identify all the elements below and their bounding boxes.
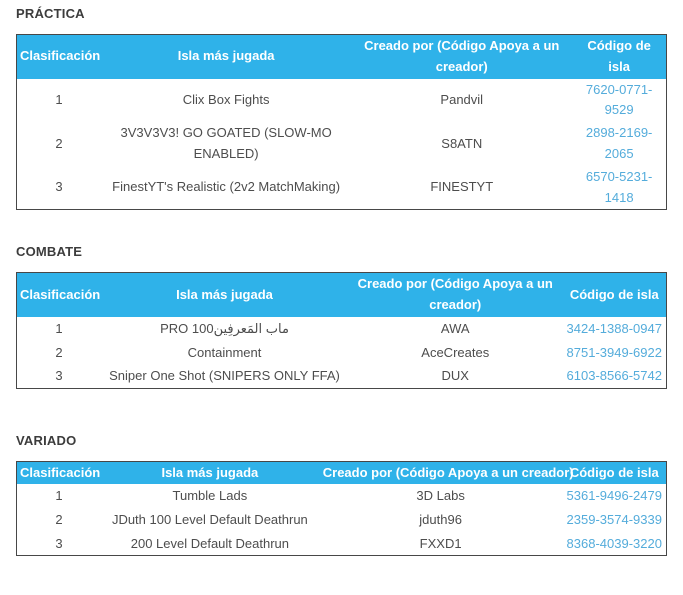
island-cell: 200 Level Default Deathrun [130, 535, 290, 551]
rank-cell: 1 [55, 320, 63, 336]
island-code-link[interactable]: 5361-9496-2479 [566, 488, 662, 504]
rank-cell: 1 [55, 488, 63, 504]
island-code-link[interactable]: 7620-0771-9529 [585, 81, 653, 118]
rank-cell: 2 [55, 511, 63, 527]
column-header-creador: Creado por (Código Apoya a un creador) [348, 272, 563, 317]
column-header-codigo: Código de isla [562, 272, 667, 317]
column-header-creador: Creado por (Código Apoya a un creador) [351, 34, 573, 79]
creator-cell: FXXD1 [419, 535, 462, 551]
table-row: 1 Tumble Lads 3D Labs 5361-9496-2479 [17, 484, 667, 508]
section-title-combate: COMBATE [16, 244, 83, 260]
column-header-clasificacion: Clasificación [16, 272, 101, 317]
creator-cell: DUX [441, 368, 469, 384]
rank-cell: 3 [55, 535, 63, 551]
table-row: 3 FinestYT's Realistic (2v2 MatchMaking)… [17, 166, 667, 210]
island-cell: PRO 100ماب المَعرفِين [160, 320, 289, 336]
table-header-row: Clasificación Isla más jugada Creado por… [16, 34, 667, 79]
section-spacer [16, 389, 667, 433]
rank-cell: 2 [55, 344, 63, 360]
island-code-link[interactable]: 2359-3574-9339 [566, 511, 662, 527]
column-header-codigo: Código de isla [562, 461, 667, 485]
variado-section: VARIADO Clasificación Isla más jugada Cr… [16, 432, 667, 557]
rank-cell: 1 [55, 91, 63, 107]
creator-cell: jduth96 [419, 511, 462, 527]
island-cell: 3V3V3V3! GO GOATED (SLOW-MO ENABLED) [120, 125, 332, 161]
creator-cell: S8ATN [441, 135, 483, 151]
column-header-clasificacion: Clasificación [16, 34, 101, 79]
island-cell: Containment [187, 344, 262, 360]
rank-cell: 3 [55, 179, 63, 195]
creator-cell: Pandvil [440, 91, 484, 107]
table-header-row: Clasificación Isla más jugada Creado por… [16, 272, 667, 317]
table-row: 2 Containment AceCreates 8751-3949-6922 [17, 341, 667, 365]
table-row: 3 Sniper One Shot (SNIPERS ONLY FFA) DUX… [17, 364, 667, 388]
island-code-link[interactable]: 8751-3949-6922 [566, 344, 662, 360]
column-header-isla: Isla más jugada [101, 461, 319, 485]
island-code-link[interactable]: 8368-4039-3220 [566, 535, 662, 551]
island-code-link[interactable]: 6103-8566-5742 [566, 368, 662, 384]
combate-section: COMBATE Clasificación Isla más jugada Cr… [16, 244, 667, 389]
combate-table: Clasificación Isla más jugada Creado por… [16, 272, 667, 389]
creator-cell: AceCreates [421, 344, 490, 360]
table-row: 2 JDuth 100 Level Default Deathrun jduth… [17, 508, 667, 532]
practica-section: PRÁCTICA Clasificación Isla más jugada C… [16, 6, 667, 211]
column-header-codigo: Código de isla [572, 34, 667, 79]
section-title-variado: VARIADO [16, 432, 77, 448]
column-header-isla: Isla más jugada [101, 272, 348, 317]
table-row: 3 200 Level Default Deathrun FXXD1 8368-… [17, 532, 667, 556]
variado-table: Clasificación Isla más jugada Creado por… [16, 460, 667, 557]
island-cell: Sniper One Shot (SNIPERS ONLY FFA) [109, 368, 340, 384]
column-header-isla: Isla más jugada [101, 34, 352, 79]
practica-table: Clasificación Isla más jugada Creado por… [16, 34, 667, 211]
column-header-creador: Creado por (Código Apoya a un creador) [318, 461, 574, 485]
island-cell: FinestYT's Realistic (2v2 MatchMaking) [112, 179, 341, 195]
creator-cell: FINESTYT [430, 179, 494, 195]
creator-cell: 3D Labs [416, 488, 465, 504]
island-cell: Clix Box Fights [182, 91, 270, 107]
table-row: 1 PRO 100ماب المَعرفِين AWA 3424-1388-09… [17, 317, 667, 341]
island-code-link[interactable]: 3424-1388-0947 [566, 320, 662, 336]
island-code-link[interactable]: 2898-2169-2065 [585, 125, 653, 161]
table-row: 1 Clix Box Fights Pandvil 7620-0771-9529 [17, 79, 667, 123]
island-cell: JDuth 100 Level Default Deathrun [111, 511, 308, 527]
table-row: 2 3V3V3V3! GO GOATED (SLOW-MO ENABLED) S… [17, 122, 667, 166]
rank-cell: 2 [55, 135, 63, 151]
island-code-link[interactable]: 6570-5231-1418 [585, 168, 653, 205]
rank-cell: 3 [55, 368, 63, 384]
table-header-row: Clasificación Isla más jugada Creado por… [16, 461, 667, 485]
creator-cell: AWA [440, 320, 470, 336]
section-title-practica: PRÁCTICA [16, 6, 85, 21]
island-cell: Tumble Lads [172, 488, 248, 504]
page-content: PRÁCTICA Clasificación Isla más jugada C… [16, 6, 667, 557]
section-spacer [16, 210, 667, 244]
column-header-clasificacion: Clasificación [16, 461, 101, 485]
